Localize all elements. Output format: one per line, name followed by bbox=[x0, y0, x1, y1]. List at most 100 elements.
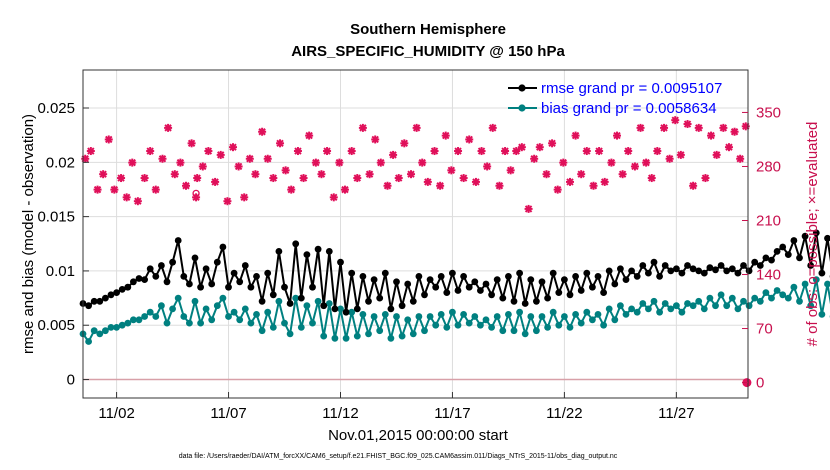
bias-point bbox=[409, 330, 417, 338]
x-tick-label: 11/27 bbox=[658, 405, 694, 422]
rmse-point bbox=[303, 251, 311, 258]
rmse-point bbox=[96, 297, 104, 305]
obs-count-marker bbox=[407, 170, 416, 179]
obs-count-marker bbox=[223, 197, 232, 206]
bias-point bbox=[689, 302, 697, 310]
bias-point bbox=[404, 316, 412, 324]
rmse-point bbox=[107, 291, 115, 299]
obs-count-marker bbox=[133, 197, 142, 206]
obs-count-marker bbox=[176, 158, 185, 167]
rmse-point bbox=[247, 283, 255, 291]
rmse-point bbox=[779, 243, 787, 251]
rmse-point bbox=[712, 266, 719, 274]
rmse-point bbox=[415, 273, 423, 280]
rmse-point bbox=[706, 264, 714, 272]
bias-point bbox=[572, 311, 579, 318]
bias-point bbox=[712, 302, 719, 310]
bias-point bbox=[678, 308, 686, 316]
bias-point bbox=[768, 294, 775, 302]
rmse-point bbox=[404, 280, 412, 288]
y-tick-label: 0.025 bbox=[37, 100, 75, 117]
bias-point bbox=[443, 324, 451, 331]
bias-point bbox=[555, 321, 563, 329]
bias-point bbox=[292, 294, 300, 302]
obs-count-marker bbox=[683, 120, 692, 129]
bias-point bbox=[673, 302, 680, 310]
rmse-point bbox=[594, 273, 602, 280]
obs-count-marker bbox=[559, 158, 568, 167]
rmse-point bbox=[561, 276, 568, 283]
bias-point bbox=[527, 313, 535, 320]
obs-count-marker bbox=[524, 204, 533, 213]
obs-count-marker bbox=[347, 147, 356, 156]
rmse-point bbox=[790, 237, 798, 244]
bias-point bbox=[723, 302, 731, 310]
bias-point bbox=[628, 305, 635, 313]
bias-point bbox=[320, 332, 328, 340]
rmse-point bbox=[342, 308, 350, 316]
bias-point bbox=[202, 305, 210, 313]
obs-count-marker bbox=[653, 147, 662, 156]
obs-count-marker bbox=[117, 174, 126, 183]
obs-count-marker bbox=[164, 123, 173, 132]
obs-count-marker bbox=[495, 181, 504, 190]
rmse-point bbox=[745, 267, 753, 275]
obs-count-marker bbox=[719, 123, 728, 132]
bias-point bbox=[773, 287, 781, 294]
legend-marker-rmse bbox=[518, 84, 526, 92]
rmse-point bbox=[516, 269, 523, 277]
obs-count-marker bbox=[81, 154, 90, 163]
bias-point bbox=[213, 302, 221, 310]
rmse-point bbox=[784, 251, 792, 258]
obs-count-marker bbox=[240, 193, 249, 202]
rmse-point bbox=[359, 273, 367, 280]
bias-point bbox=[253, 311, 260, 318]
obs-count-marker bbox=[128, 158, 137, 167]
obs-count-marker bbox=[577, 170, 586, 179]
x-tick-label: 11/07 bbox=[210, 405, 246, 422]
rmse-point bbox=[812, 229, 820, 237]
rmse-point bbox=[751, 258, 759, 266]
bias-point bbox=[700, 305, 708, 313]
bias-point bbox=[359, 311, 367, 318]
rmse-point bbox=[230, 269, 238, 277]
bias-point bbox=[303, 302, 311, 310]
rmse-point bbox=[505, 273, 512, 280]
rmse-point bbox=[353, 305, 361, 313]
rmse-point bbox=[437, 273, 445, 280]
rmse-point bbox=[376, 294, 384, 302]
rmse-point bbox=[756, 262, 764, 269]
obs-count-marker bbox=[234, 162, 243, 171]
rmse-point bbox=[443, 289, 451, 296]
rmse-point bbox=[734, 269, 742, 277]
bias-point bbox=[258, 327, 266, 335]
bias-point bbox=[281, 319, 288, 327]
x-tick-label: 11/17 bbox=[434, 405, 470, 422]
rmse-point bbox=[325, 248, 333, 255]
bias-point bbox=[717, 291, 725, 299]
rmse-point bbox=[818, 269, 826, 277]
obs-count-marker bbox=[376, 158, 385, 167]
bias-point bbox=[269, 324, 277, 331]
bias-point bbox=[488, 324, 495, 331]
obs-count-marker bbox=[741, 122, 750, 131]
bias-point bbox=[684, 300, 691, 307]
bias-point bbox=[784, 294, 792, 302]
obs-count-marker bbox=[211, 177, 220, 186]
rmse-point bbox=[650, 258, 658, 266]
rmse-point bbox=[309, 283, 316, 291]
obs-count-marker bbox=[676, 150, 685, 159]
rmse-point bbox=[521, 300, 529, 307]
rmse-point bbox=[555, 289, 563, 296]
bias-point bbox=[577, 319, 585, 327]
obs-count-marker bbox=[488, 123, 497, 132]
obs-count-marker bbox=[454, 147, 463, 156]
obs-count-marker bbox=[607, 158, 616, 167]
rmse-point bbox=[538, 278, 546, 286]
bias-point bbox=[510, 327, 518, 335]
obs-count-marker bbox=[181, 181, 190, 190]
rmse-point bbox=[645, 269, 652, 277]
obs-count-marker bbox=[329, 193, 338, 202]
obs-count-marker bbox=[423, 177, 432, 186]
obs-count-marker bbox=[216, 150, 225, 159]
